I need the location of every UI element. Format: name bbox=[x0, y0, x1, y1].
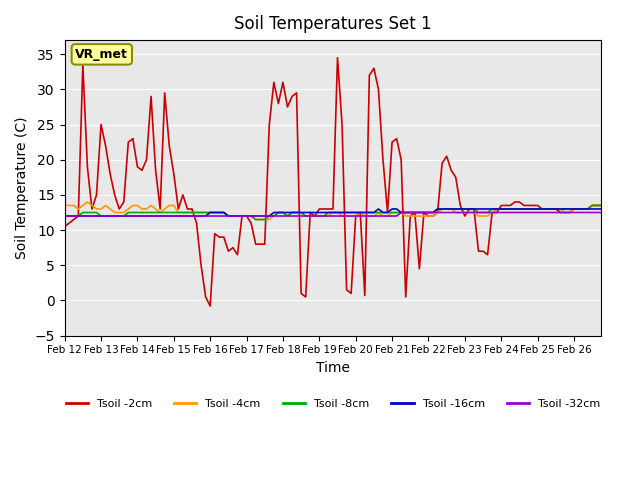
Text: VR_met: VR_met bbox=[76, 48, 128, 61]
Y-axis label: Soil Temperature (C): Soil Temperature (C) bbox=[15, 117, 29, 259]
Title: Soil Temperatures Set 1: Soil Temperatures Set 1 bbox=[234, 15, 432, 33]
Legend: Tsoil -2cm, Tsoil -4cm, Tsoil -8cm, Tsoil -16cm, Tsoil -32cm: Tsoil -2cm, Tsoil -4cm, Tsoil -8cm, Tsoi… bbox=[61, 395, 605, 413]
X-axis label: Time: Time bbox=[316, 361, 350, 375]
